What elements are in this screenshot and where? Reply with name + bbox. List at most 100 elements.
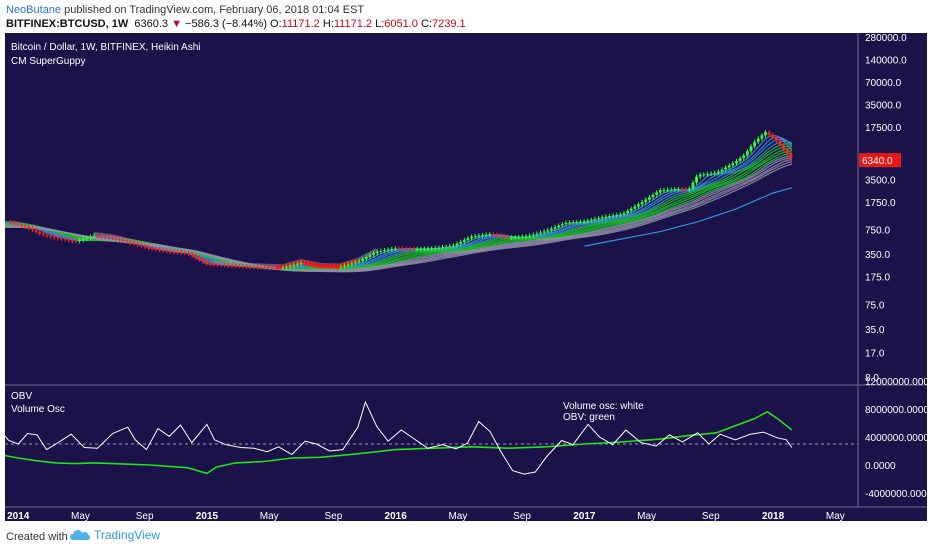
candle-body (288, 265, 292, 267)
candle-body (691, 182, 695, 189)
candle-body (615, 214, 619, 216)
time-axis-tick: May (448, 511, 467, 521)
low-label: L: (375, 18, 385, 30)
candle-body (390, 248, 394, 250)
candle-body (107, 236, 111, 238)
time-axis-tick: Sep (513, 511, 531, 521)
candle-body (281, 267, 285, 269)
candle-body (771, 134, 775, 138)
candle-body (706, 173, 709, 175)
candle-body (553, 227, 557, 229)
candle-body (579, 221, 582, 223)
candle-body (190, 253, 194, 256)
candle-body (789, 153, 793, 159)
time-axis-tick: 2018 (762, 511, 785, 521)
price-axis-tick: 17500.0 (865, 123, 902, 134)
candle-body (673, 189, 677, 191)
candle-body (216, 264, 219, 266)
candle-body (466, 238, 470, 241)
candle-body (92, 235, 96, 237)
candle-body (205, 261, 209, 264)
candle-body (16, 223, 20, 225)
price-axis-tick: 75.0 (865, 300, 885, 311)
candle-body (520, 236, 524, 238)
price-axis-tick: 17.0 (865, 349, 885, 360)
guppy-ribbon (5, 134, 793, 273)
candle-body (241, 266, 245, 268)
candle-body (506, 236, 510, 238)
time-axis-tick: May (637, 511, 656, 521)
candle-body (582, 221, 586, 223)
candle-body (332, 266, 336, 268)
candle-body (575, 221, 579, 223)
candle-body (357, 260, 361, 263)
candle-body (687, 188, 691, 190)
candle-body (419, 248, 423, 250)
candle-body (85, 237, 89, 239)
candle-body (608, 216, 611, 218)
candle-body (499, 235, 502, 237)
candle-body (324, 266, 328, 268)
candle-body (368, 255, 372, 258)
candle-body (640, 202, 644, 205)
candle-body (335, 266, 339, 268)
candle-body (310, 264, 314, 266)
candle-body (644, 199, 648, 203)
candle-body (328, 266, 332, 268)
symbol-label[interactable]: BITFINEX:BTCUSD, 1W (6, 18, 129, 30)
candle-body (361, 258, 365, 261)
candle-body (433, 248, 437, 250)
candle-body (223, 264, 227, 266)
candle-body (12, 222, 16, 224)
candle-body (168, 251, 172, 253)
price-axis-tick: 140000.0 (865, 56, 907, 67)
candle-body (227, 265, 230, 267)
time-axis-tick: Sep (136, 511, 154, 521)
candle-body (172, 251, 176, 253)
candle-body (426, 248, 430, 250)
price-change: −586.3 (−8.44%) (185, 18, 267, 30)
candle-body (292, 264, 296, 266)
close-label: C: (420, 18, 432, 30)
candle-body (633, 206, 637, 209)
candle-body (34, 229, 38, 232)
candle-body (528, 235, 532, 237)
candle-body (437, 247, 441, 249)
candle-body (317, 265, 321, 267)
published-text: published on TradingView.com, February 0… (61, 4, 365, 16)
volume-osc-line (5, 400, 793, 475)
time-axis-tick: Sep (324, 511, 342, 521)
author-link[interactable]: NeoButane (6, 4, 62, 16)
candle-body (622, 213, 626, 215)
osc-axis-tick: 12000000.0000 (865, 377, 927, 388)
candle-body (165, 250, 169, 252)
candle-body (488, 234, 492, 236)
candle-body (314, 264, 317, 266)
candle-body (256, 266, 259, 268)
chart-header: NeoButane published on TradingView.com, … (0, 0, 932, 33)
tradingview-logo[interactable]: TradingView (70, 528, 160, 542)
candle-body (354, 262, 357, 264)
candle-body (125, 240, 129, 242)
candle-body (147, 246, 150, 248)
candle-body (114, 237, 118, 239)
volume-osc-label: Volume Osc (11, 404, 65, 415)
candle-body (568, 222, 571, 224)
candle-body (150, 247, 154, 249)
candle-body (339, 266, 343, 268)
chart-canvas[interactable]: Bitcoin / Dollar, 1W, BITFINEX, Heikin A… (5, 33, 927, 521)
candle-body (560, 224, 564, 226)
candle-body (698, 174, 702, 177)
price-axis-tick: 3500.0 (865, 175, 896, 186)
candle-body (383, 250, 386, 252)
candle-body (197, 257, 201, 260)
chart-area[interactable] (5, 33, 927, 521)
candle-body (67, 239, 71, 241)
price-axis-tick: 750.0 (865, 225, 890, 236)
candle-body (306, 263, 310, 265)
time-axis-tick: May (260, 511, 279, 521)
candle-body (430, 248, 434, 250)
candle-body (481, 235, 484, 237)
candle-body (735, 160, 738, 164)
candle-body (412, 248, 415, 250)
